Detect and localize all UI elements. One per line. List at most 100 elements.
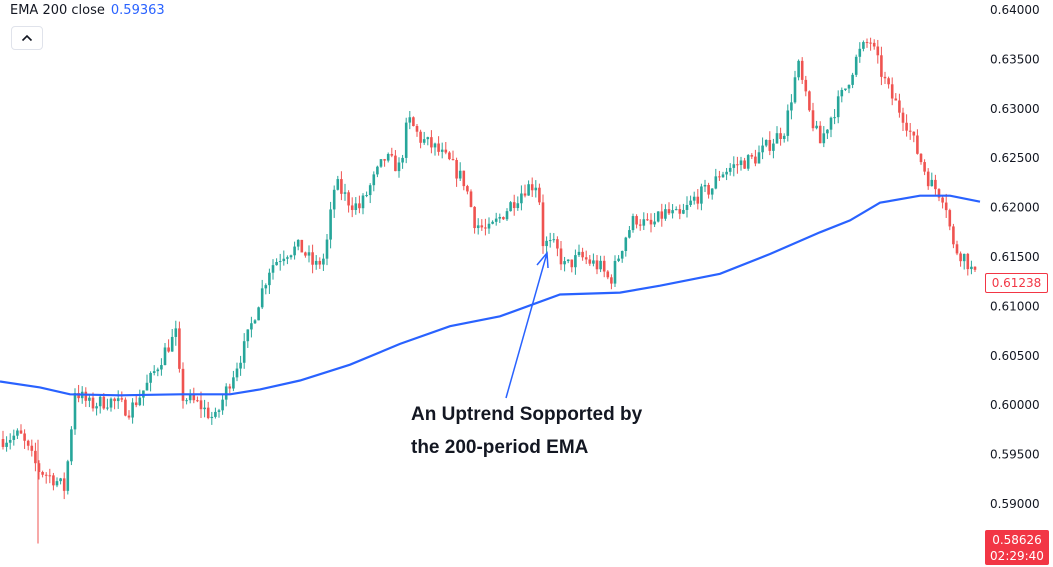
candle-body (91, 397, 95, 409)
candle-body (887, 78, 890, 85)
candle-body (422, 139, 426, 143)
y-tick-label: 0.59500 (990, 448, 1040, 462)
candle-body (426, 137, 430, 140)
candle-body (628, 230, 631, 238)
candle-body (876, 46, 880, 56)
candle-body (898, 100, 901, 113)
candle-body (466, 186, 469, 192)
candle-body (84, 391, 88, 401)
candle-body (649, 219, 653, 225)
candle-body (797, 60, 800, 78)
candle-body (444, 149, 448, 153)
candle-body (224, 386, 228, 400)
candle-body (613, 260, 617, 284)
candle-body (347, 192, 350, 206)
candle-body (516, 203, 520, 209)
candle-body (70, 429, 73, 462)
y-tick-label: 0.62500 (990, 151, 1040, 165)
candle-body (397, 162, 401, 172)
candle-body (181, 368, 185, 401)
candle-body (581, 251, 584, 258)
candle-body (930, 179, 934, 187)
candle-body (419, 131, 422, 143)
candle-body (653, 221, 656, 225)
candle-body (491, 221, 494, 224)
candle-body (743, 160, 746, 169)
candle-body (448, 152, 451, 160)
indicator-label: EMA 200 close (10, 3, 105, 18)
candle-body (304, 252, 307, 256)
last-price-badge: 0.58626 02:29:40 (985, 530, 1049, 565)
candle-body (174, 328, 178, 337)
candle-body (275, 261, 278, 266)
indicator-value: 0.59363 (110, 3, 165, 18)
candle-body (325, 239, 329, 259)
price-axis[interactable]: 0.64000 0.63500 0.63000 0.62500 0.62000 0.615… (990, 3, 1040, 511)
candle-body (44, 474, 48, 476)
candle-body (145, 382, 149, 391)
candle-body (592, 260, 595, 264)
candle-body (430, 137, 433, 148)
candle-body (59, 478, 62, 482)
candle-body (156, 369, 160, 372)
annotation-line-2: the 200-period EMA (411, 437, 589, 458)
candle-body (318, 260, 322, 265)
candle-body (707, 184, 710, 195)
chart-annotation: An Uptrend Sopported by the 200-period E… (411, 398, 642, 464)
candle-body (703, 184, 707, 187)
candle-body (131, 402, 134, 418)
candle-body (800, 60, 804, 80)
candle-body (322, 258, 325, 265)
candle-body (37, 463, 41, 473)
candle-body (300, 239, 304, 253)
candle-body (350, 205, 354, 211)
candle-body (401, 157, 404, 163)
candle-body (559, 248, 563, 265)
candle-body (858, 48, 862, 57)
candle-body (923, 162, 926, 172)
candle-body (368, 185, 372, 196)
candle-body (365, 195, 368, 197)
candle-body (199, 400, 203, 410)
arrow-head (536, 251, 549, 269)
candle-body (433, 143, 437, 148)
candle-body (905, 122, 908, 131)
candle-body (826, 129, 829, 134)
candle-body (163, 347, 167, 366)
candle-body (966, 253, 970, 270)
candle-body (962, 253, 966, 262)
candle-body (178, 328, 181, 369)
y-tick-label: 0.62000 (990, 201, 1040, 215)
candle-body (883, 76, 887, 79)
candle-body (732, 164, 736, 168)
candle-body (361, 195, 365, 209)
chevron-up-icon (21, 34, 33, 42)
indicator-legend[interactable]: EMA 200 close 0.59363 (10, 3, 165, 18)
candle-body (260, 288, 264, 308)
candle-body (610, 277, 613, 284)
candle-body (48, 475, 52, 477)
candle-body (210, 416, 214, 419)
candle-body (750, 155, 754, 157)
collapse-legend-button[interactable] (11, 26, 43, 50)
candle-body (170, 336, 174, 352)
candle-body (746, 155, 750, 169)
candle-body (595, 260, 599, 270)
candle-body (307, 252, 311, 256)
candle-body (332, 189, 336, 210)
candle-body (12, 435, 16, 440)
candle-body (203, 407, 206, 410)
candle-body (296, 239, 300, 247)
candle-body (901, 112, 905, 123)
candle-body (372, 174, 376, 186)
current-price-label: 0.61238 (985, 273, 1048, 293)
candle-body (502, 217, 505, 220)
candle-body (692, 196, 696, 201)
candle-body (408, 117, 412, 123)
candle-body (498, 217, 502, 219)
candle-body (944, 202, 948, 211)
candle-body (228, 386, 232, 389)
candle-body (772, 143, 775, 151)
candle-body (394, 155, 397, 172)
